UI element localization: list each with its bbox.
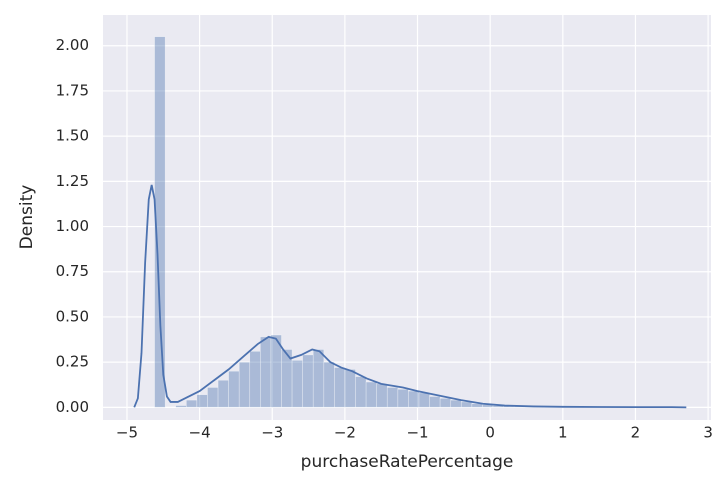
bar (365, 381, 378, 408)
plot-area (103, 15, 711, 420)
bar (196, 394, 208, 408)
y-tick-label: 2.00 (56, 36, 89, 54)
y-tick-label: 1.00 (56, 217, 89, 235)
bar (186, 399, 198, 408)
bar (429, 396, 441, 408)
bar (460, 401, 473, 408)
y-tick-label: 1.50 (56, 127, 89, 145)
x-tick-label: 2 (631, 424, 641, 442)
bar (260, 336, 272, 408)
bar (291, 360, 303, 408)
bar (175, 405, 187, 408)
x-tick-label: 0 (485, 424, 495, 442)
bar (323, 361, 335, 408)
bar (397, 388, 409, 408)
kde-line (133, 184, 687, 409)
bar (439, 398, 452, 408)
bar (418, 392, 430, 408)
x-tick-label: −4 (189, 424, 211, 442)
bar (228, 370, 240, 408)
bar (450, 399, 462, 408)
x-tick-label: 3 (703, 424, 713, 442)
x-tick-label: −5 (116, 424, 138, 442)
bar (312, 349, 325, 408)
x-tick-label: −1 (406, 424, 428, 442)
bar (207, 387, 219, 408)
bar (376, 383, 388, 408)
x-tick-label: 1 (558, 424, 568, 442)
y-tick-label: 0.00 (56, 398, 89, 416)
y-axis-label: Density (17, 185, 37, 250)
bar (154, 36, 166, 408)
bar (249, 350, 261, 408)
y-tick-label: 0.75 (56, 262, 89, 280)
y-tick-label: 1.25 (56, 172, 89, 190)
bar (334, 367, 346, 408)
x-tick-label: −2 (334, 424, 356, 442)
bar (302, 354, 314, 408)
x-axis-label: purchaseRatePercentage (301, 452, 514, 472)
x-tick-label: −3 (261, 424, 283, 442)
bar (355, 376, 367, 408)
bar (217, 379, 229, 408)
y-tick-label: 0.50 (56, 307, 89, 325)
y-tick-label: 0.25 (56, 353, 89, 371)
bar (238, 361, 251, 408)
bar (408, 390, 420, 408)
y-tick-label: 1.75 (56, 81, 89, 99)
bar (386, 387, 399, 408)
bar (344, 369, 356, 408)
